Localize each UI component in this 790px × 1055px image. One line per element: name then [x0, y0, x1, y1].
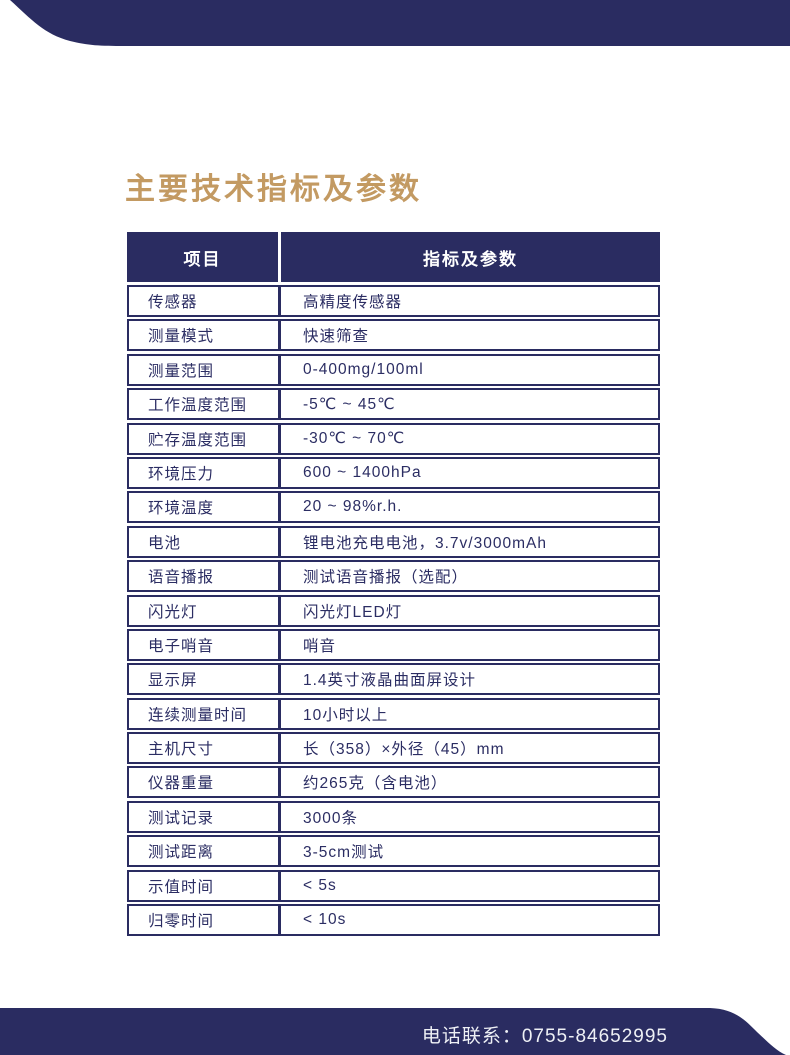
- table-row: 电子哨音 哨音: [127, 628, 660, 661]
- spec-item-cell: 环境温度: [129, 493, 281, 522]
- table-row: 语音播报 测试语音播报（选配）: [127, 560, 660, 593]
- spec-value-cell: 3-5cm测试: [303, 844, 385, 862]
- table-row: 测试距离 3-5cm测试: [127, 835, 660, 868]
- spec-item-cell: 传感器: [129, 287, 281, 315]
- table-row: 主机尺寸 长（358）×外径（45）mm: [127, 732, 660, 765]
- spec-value-cell: 测试语音播报（选配）: [303, 569, 469, 587]
- table-row: 测量模式 快速筛查: [127, 319, 660, 352]
- page-title: 主要技术指标及参数: [125, 173, 422, 206]
- spec-item-cell: 仪器重量: [129, 768, 281, 797]
- table-row: 归零时间 < 10s: [127, 904, 660, 937]
- table-row: 闪光灯 闪光灯LED灯: [127, 594, 660, 627]
- spec-item-cell: 连续测量时间: [129, 699, 281, 728]
- table-row: 环境压力 600 ~ 1400hPa: [127, 456, 660, 489]
- spec-value-cell: 长（358）×外径（45）mm: [303, 741, 505, 759]
- spec-item-cell: 示值时间: [129, 871, 281, 900]
- spec-value-cell: 锂电池充电电池，3.7v/3000mAh: [303, 534, 547, 552]
- top-wave-decoration: [10, 0, 790, 46]
- spec-value-cell: 600 ~ 1400hPa: [303, 463, 422, 481]
- footer-wave-decoration: [0, 1008, 786, 1055]
- spec-value-cell: 20 ~ 98%r.h.: [303, 498, 403, 516]
- header-divider: [278, 232, 281, 282]
- spec-value-cell: -30℃ ~ 70℃: [303, 430, 406, 448]
- table-row: 环境温度 20 ~ 98%r.h.: [127, 491, 660, 524]
- spec-item-cell: 测量范围: [129, 355, 281, 384]
- spec-value-cell: 3000条: [303, 809, 358, 827]
- table-row: 贮存温度范围 -30℃ ~ 70℃: [127, 422, 660, 455]
- spec-item-cell: 电子哨音: [129, 630, 281, 659]
- spec-value-cell: 1.4英寸液晶曲面屏设计: [303, 672, 477, 690]
- spec-value-cell: 约265克（含电池）: [303, 775, 448, 793]
- table-row: 连续测量时间 10小时以上: [127, 697, 660, 730]
- spec-table: 项目 指标及参数 传感器 高精度传感器 测量模式 快速筛查 测量范围 0-400…: [127, 232, 660, 937]
- table-row: 工作温度范围 -5℃ ~ 45℃: [127, 388, 660, 421]
- table-row: 示值时间 < 5s: [127, 869, 660, 902]
- spec-item-cell: 测量模式: [129, 321, 281, 350]
- spec-value-cell: 闪光灯LED灯: [303, 603, 403, 621]
- table-body: 传感器 高精度传感器 测量模式 快速筛查 测量范围 0-400mg/100ml …: [127, 285, 660, 937]
- spec-value-cell: -5℃ ~ 45℃: [303, 395, 396, 413]
- table-row: 电池 锂电池充电电池，3.7v/3000mAh: [127, 525, 660, 558]
- phone-contact: 电话联系：0755-84652995: [421, 1026, 668, 1047]
- spec-item-cell: 电池: [129, 527, 281, 556]
- spec-item-cell: 贮存温度范围: [129, 424, 281, 453]
- table-row: 测试记录 3000条: [127, 800, 660, 833]
- spec-item-cell: 测试记录: [129, 802, 281, 831]
- table-header-row: 项目 指标及参数: [127, 232, 660, 282]
- spec-item-cell: 归零时间: [129, 906, 281, 935]
- spec-item-cell: 环境压力: [129, 458, 281, 487]
- spec-item-cell: 显示屏: [129, 665, 281, 694]
- spec-value-cell: 快速筛查: [303, 328, 370, 346]
- spec-value-cell: < 10s: [303, 911, 347, 929]
- table-row: 测量范围 0-400mg/100ml: [127, 353, 660, 386]
- table-row: 显示屏 1.4英寸液晶曲面屏设计: [127, 663, 660, 696]
- spec-item-cell: 工作温度范围: [129, 390, 281, 419]
- spec-item-cell: 闪光灯: [129, 596, 281, 625]
- spec-value-cell: 10小时以上: [303, 706, 389, 724]
- header-cell-item: 项目: [183, 249, 222, 269]
- spec-value-cell: 0-400mg/100ml: [303, 360, 424, 378]
- spec-item-cell: 主机尺寸: [129, 734, 281, 763]
- spec-value-cell: 哨音: [303, 637, 337, 655]
- header-cell-value: 指标及参数: [423, 249, 518, 269]
- table-row: 传感器 高精度传感器: [127, 285, 660, 317]
- spec-value-cell: < 5s: [303, 876, 337, 894]
- spec-item-cell: 语音播报: [129, 562, 281, 591]
- spec-item-cell: 测试距离: [129, 837, 281, 866]
- table-row: 仪器重量 约265克（含电池）: [127, 766, 660, 799]
- spec-value-cell: 高精度传感器: [303, 294, 403, 311]
